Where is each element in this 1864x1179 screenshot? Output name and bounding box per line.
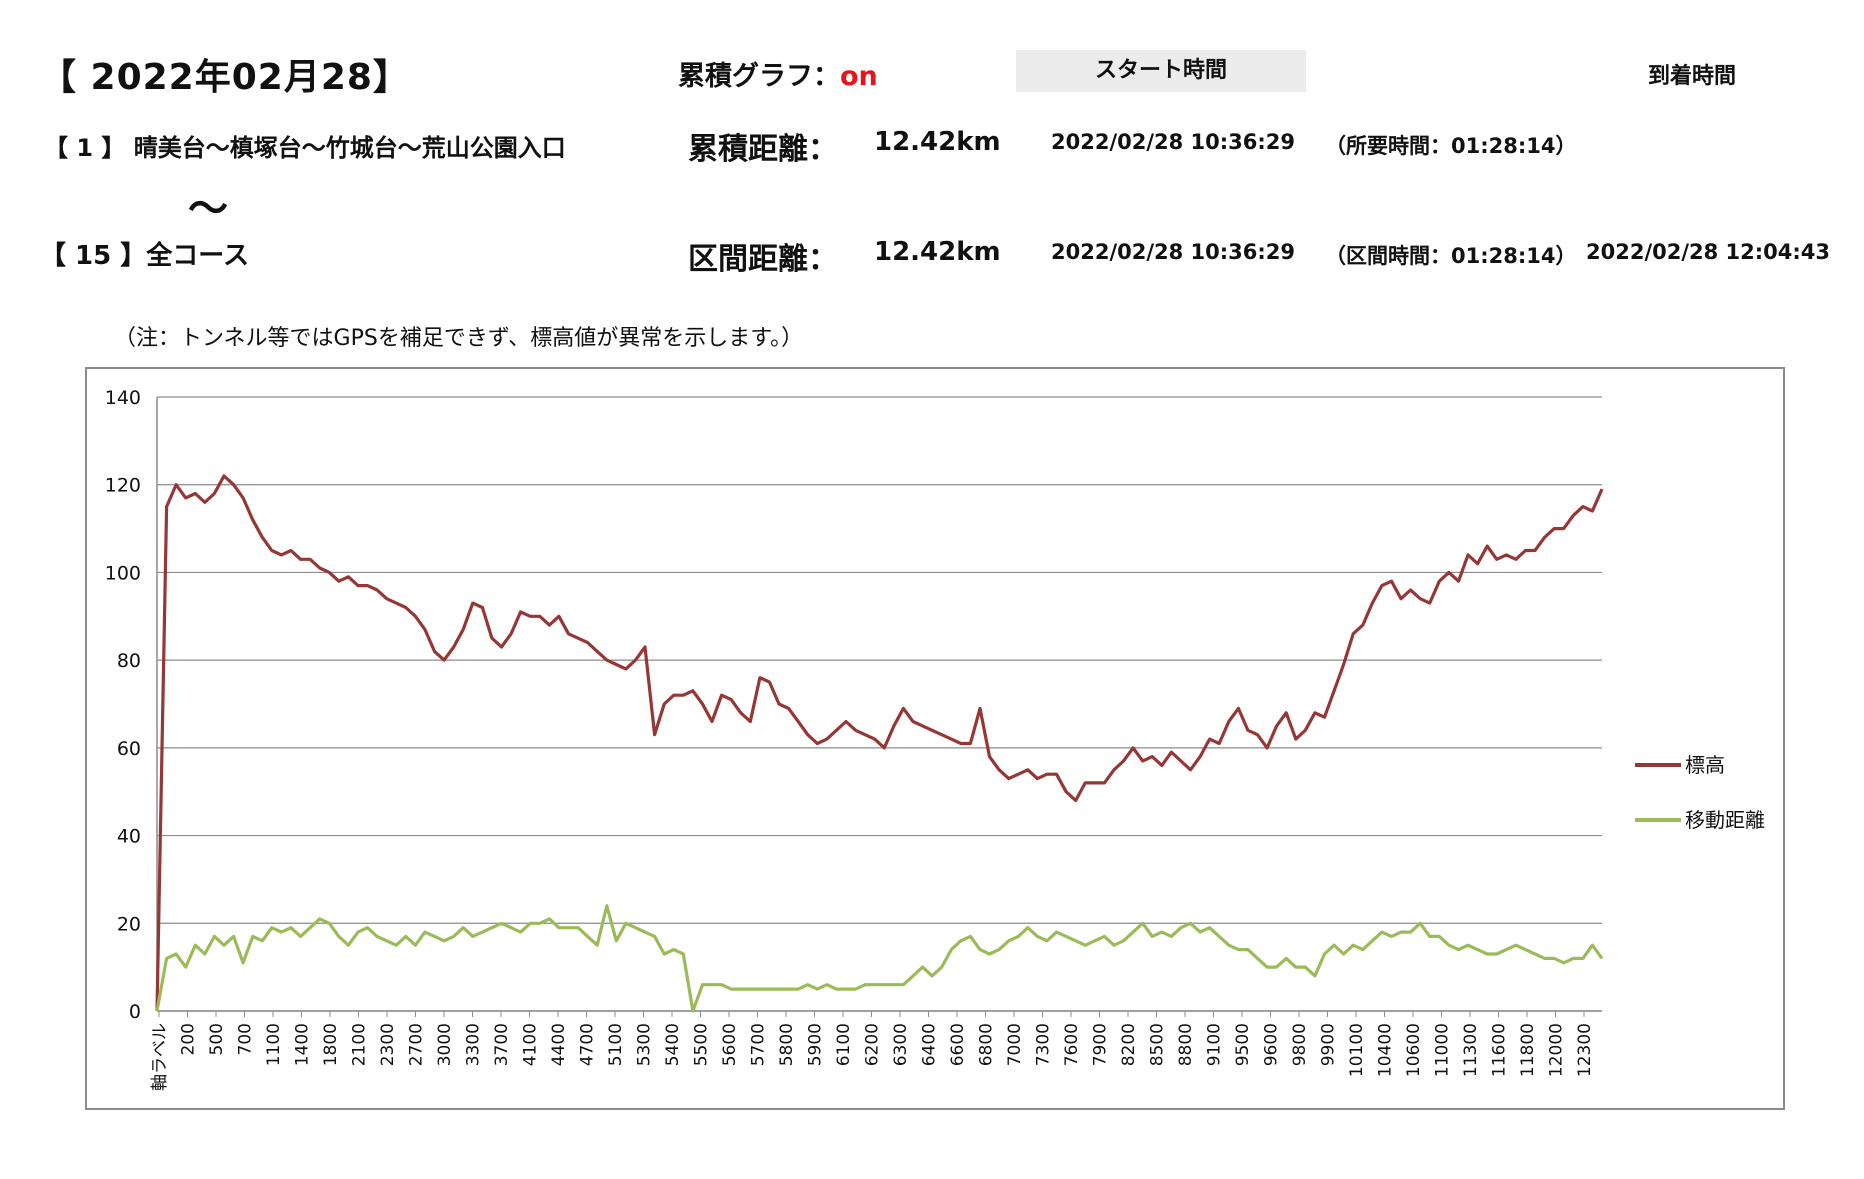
x-tick-label: 8800	[1176, 1023, 1196, 1066]
x-tick-label: 9600	[1262, 1023, 1282, 1066]
gps-note: （注：トンネル等ではGPSを補足できず、標高値が異常を示します。）	[114, 326, 804, 351]
row2-start-time: 2022/02/28 10:36:29	[1051, 240, 1296, 264]
x-tick-label: 5400	[663, 1023, 683, 1066]
row1-distance-value: 12.42km	[874, 127, 1001, 157]
row1-duration: （所要時間：01:28:14）	[1325, 134, 1577, 158]
x-tick-label: 11300	[1461, 1023, 1481, 1077]
elevation-chart: 0 20 40 60 80 100 120 140 軸ラベル 200 500 700 1100 1400 1…	[105, 387, 1765, 1091]
x-tick-label: 11800	[1518, 1023, 1538, 1077]
x-tick-label: 11600	[1490, 1023, 1510, 1077]
x-tick-label: 500	[207, 1023, 227, 1055]
legend-elevation-label: 標高	[1685, 753, 1725, 777]
x-tick-label: 3000	[435, 1023, 455, 1066]
x-tick-label: 5800	[777, 1023, 797, 1066]
cumulative-graph-state: on	[840, 61, 878, 92]
x-tick-label: 7600	[1062, 1023, 1082, 1066]
row2-distance-value: 12.42km	[874, 237, 1001, 267]
x-tick-label: 5100	[606, 1023, 626, 1066]
x-tick-label: 4700	[578, 1023, 598, 1066]
x-tick-label: 軸ラベル	[150, 1023, 170, 1091]
y-tick-label: 80	[117, 650, 141, 672]
x-tick-label: 6200	[863, 1023, 883, 1066]
x-tick-label: 7000	[1005, 1023, 1025, 1066]
x-tick-label: 6800	[977, 1023, 997, 1066]
row1-start-time: 2022/02/28 10:36:29	[1051, 130, 1296, 154]
x-tick-label: 9900	[1319, 1023, 1339, 1066]
cumulative-graph-label: 累積グラフ：	[678, 61, 840, 92]
x-tick-label: 5600	[720, 1023, 740, 1066]
x-tick-label: 7300	[1034, 1023, 1054, 1066]
row2-course-name: 【 15 】全コース	[40, 241, 249, 271]
report-date-title: 【 2022年02月28】	[40, 57, 410, 98]
y-tick-label: 140	[105, 387, 141, 409]
x-tick-label: 2300	[378, 1023, 398, 1066]
x-tick-label: 12000	[1547, 1023, 1567, 1077]
elevation-line	[155, 474, 1604, 1012]
x-tick-label: 6400	[920, 1023, 940, 1066]
x-tick-label: 3700	[492, 1023, 512, 1066]
movement-distance-line	[155, 904, 1604, 1013]
cumulative-graph-toggle[interactable]: 累積グラフ：on	[678, 54, 878, 93]
x-tick-label: 10600	[1404, 1023, 1424, 1077]
x-tick-label: 10400	[1376, 1023, 1396, 1077]
y-tick-label: 60	[117, 738, 141, 760]
x-tick-label: 5500	[692, 1023, 712, 1066]
x-tick-label: 9100	[1205, 1023, 1225, 1066]
x-tick-label: 1400	[293, 1023, 313, 1066]
x-tick-label: 12300	[1575, 1023, 1595, 1077]
row1-distance-label: 累積距離：	[688, 132, 838, 167]
y-tick-label: 100	[105, 562, 141, 584]
x-tick-label: 4100	[521, 1023, 541, 1066]
row2-duration: （区間時間：01:28:14）	[1325, 244, 1577, 268]
legend-movement-distance-label: 移動距離	[1685, 808, 1765, 832]
x-tick-label: 9800	[1290, 1023, 1310, 1066]
x-tick-label: 9500	[1233, 1023, 1253, 1066]
x-tick-label: 2100	[350, 1023, 370, 1066]
y-tick-label: 120	[105, 475, 141, 497]
x-tick-label: 5700	[749, 1023, 769, 1066]
x-tick-label: 700	[236, 1023, 256, 1055]
x-tick-label: 6600	[948, 1023, 968, 1066]
chart-area: 0 20 40 60 80 100 120 140 軸ラベル 200 500 700 1100 1400 1…	[85, 367, 1785, 1110]
x-tick-label: 7900	[1091, 1023, 1111, 1066]
arrival-time-header: 到着時間	[1648, 64, 1737, 89]
x-tick-label: 200	[179, 1023, 199, 1055]
x-tick-label: 4400	[549, 1023, 569, 1066]
x-tick-label: 5900	[806, 1023, 826, 1066]
row2-distance-label: 区間距離：	[688, 242, 838, 277]
x-tick-label: 1800	[321, 1023, 341, 1066]
y-tick-label: 40	[117, 826, 141, 848]
x-tick-label: 6300	[891, 1023, 911, 1066]
x-tick-label: 1100	[264, 1023, 284, 1066]
x-tick-label: 6100	[834, 1023, 854, 1066]
x-tick-label: 3300	[464, 1023, 484, 1066]
start-time-header: スタート時間	[1016, 50, 1306, 92]
y-tick-label: 0	[129, 1001, 141, 1023]
x-tick-label: 2700	[407, 1023, 427, 1066]
y-tick-label: 20	[117, 913, 141, 935]
row1-course-name: 【 1 】 晴美台～槙塚台～竹城台～荒山公園入口	[44, 134, 566, 162]
row2-arrival-time: 2022/02/28 12:04:43	[1586, 240, 1831, 264]
x-tick-label: 8500	[1148, 1023, 1168, 1066]
x-tick-label: 10100	[1347, 1023, 1367, 1077]
x-tick-label: 8200	[1119, 1023, 1139, 1066]
x-tick-label: 11000	[1433, 1023, 1453, 1077]
x-tick-label: 5300	[635, 1023, 655, 1066]
range-tilde: ～	[188, 186, 228, 232]
